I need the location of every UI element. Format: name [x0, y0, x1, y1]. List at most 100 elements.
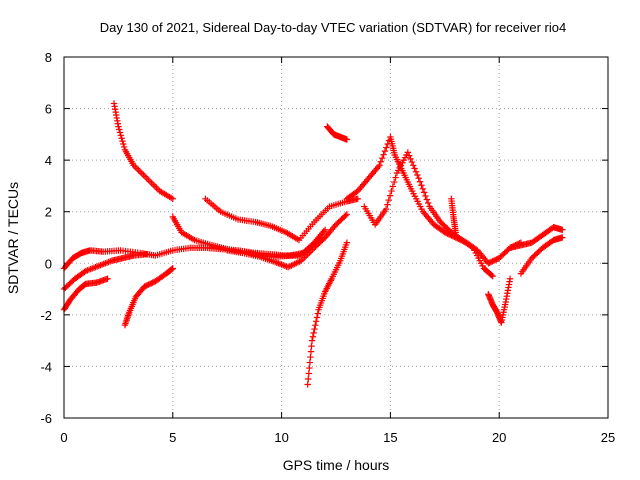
data-point: [386, 192, 394, 199]
series-arc-4: [60, 275, 111, 313]
data-point: [559, 234, 566, 241]
data-point: [391, 178, 398, 186]
data-point: [308, 337, 316, 344]
data-point: [404, 149, 412, 156]
y-tick-label: 2: [45, 205, 52, 220]
data-point: [489, 272, 496, 280]
data-point: [410, 162, 417, 169]
data-point: [405, 152, 413, 159]
data-point: [118, 135, 125, 142]
data-point: [414, 171, 421, 179]
data-point: [419, 185, 426, 193]
data-point: [310, 329, 317, 337]
data-point: [312, 321, 319, 329]
data-point: [306, 359, 314, 366]
data-point: [313, 314, 321, 321]
data-point: [506, 275, 514, 282]
data-point: [120, 140, 127, 148]
series-arc-13: [448, 195, 459, 236]
data-point: [307, 353, 314, 361]
x-tick-label: 0: [60, 430, 67, 445]
series-arc-3: [60, 251, 150, 293]
data-point: [151, 183, 159, 190]
series-arc-16: [517, 234, 566, 277]
data-point: [407, 155, 414, 163]
data-point: [116, 129, 124, 136]
data-point: [488, 272, 495, 279]
x-tick-label: 15: [383, 430, 397, 445]
data-point: [420, 189, 428, 196]
series-arc-8: [224, 211, 351, 271]
data-point: [104, 275, 111, 282]
data-point: [342, 212, 349, 219]
data-point: [384, 201, 391, 208]
data-point: [379, 155, 386, 162]
data-point: [314, 310, 321, 317]
series-arc-11: [343, 133, 525, 267]
data-point: [308, 342, 315, 350]
data-point: [389, 183, 397, 190]
data-point: [425, 199, 432, 207]
data-point: [141, 173, 149, 180]
y-tick-label: -4: [40, 359, 52, 374]
data-point: [146, 178, 154, 185]
data-point: [143, 174, 150, 182]
data-point: [169, 265, 176, 272]
grid: [64, 57, 608, 418]
data-point: [381, 147, 389, 155]
data-point: [321, 226, 329, 233]
series-arc-1: [110, 100, 176, 203]
x-tick-label: 20: [492, 430, 506, 445]
data-point: [468, 243, 475, 251]
data-point: [343, 239, 351, 246]
series-arc-14: [485, 275, 514, 326]
data-point: [385, 196, 392, 204]
data-point: [309, 333, 317, 340]
data-point: [119, 137, 126, 145]
data-points: [60, 100, 566, 388]
series-arc-10: [324, 123, 351, 143]
data-point: [392, 174, 399, 181]
data-point: [376, 162, 383, 169]
series-arc-5: [121, 265, 176, 329]
data-point: [559, 226, 566, 233]
y-tick-label: -6: [40, 411, 52, 426]
data-point: [150, 181, 157, 188]
data-point: [115, 123, 122, 130]
data-point: [416, 178, 424, 185]
data-point: [145, 176, 152, 184]
plot-frame: [63, 56, 609, 419]
data-point: [423, 196, 431, 203]
data-point: [153, 184, 160, 192]
data-point: [422, 192, 429, 200]
data-point: [380, 151, 387, 158]
data-point: [169, 195, 176, 203]
data-point: [412, 168, 420, 175]
y-tick-label: 4: [45, 153, 52, 168]
data-point: [168, 265, 176, 273]
chart-title: Day 130 of 2021, Sidereal Day-to-day VTE…: [100, 20, 567, 35]
data-point: [408, 158, 416, 166]
y-axis-ticks: -6 -4 -2 0 2 4 6 8: [40, 50, 608, 426]
y-axis-label: SDTVAR / TECUs: [5, 182, 21, 294]
y-tick-label: 6: [45, 102, 52, 117]
data-point: [388, 187, 395, 195]
data-point: [311, 325, 318, 333]
data-point: [411, 165, 418, 172]
x-axis-label: GPS time / hours: [283, 457, 390, 473]
series-arc-12: [361, 149, 496, 280]
y-tick-label: 8: [45, 50, 52, 65]
data-point: [143, 251, 150, 258]
series-arc-7: [202, 195, 361, 244]
data-point: [312, 318, 320, 325]
data-point: [354, 195, 361, 203]
data-point: [418, 182, 425, 189]
y-tick-label: -2: [40, 308, 52, 323]
data-point: [377, 158, 385, 165]
data-point: [116, 126, 123, 133]
data-point: [343, 136, 351, 143]
series-arc-9: [304, 239, 351, 388]
data-point: [383, 144, 390, 151]
data-point: [138, 170, 145, 177]
